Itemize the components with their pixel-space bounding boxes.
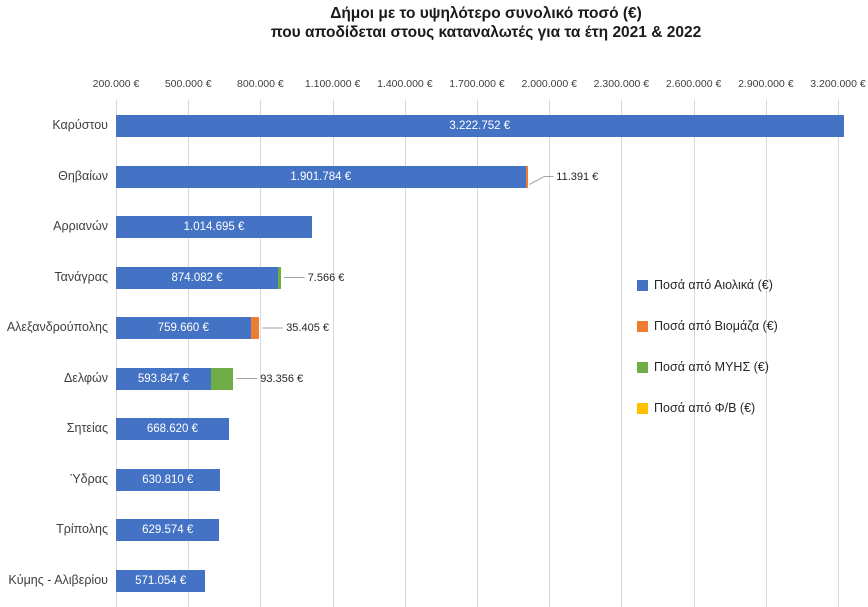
bar-segment-viomaza (525, 165, 529, 188)
legend-swatch-icon (637, 402, 648, 414)
gridline (404, 100, 406, 607)
bar-value-label: 593.847 € (137, 372, 189, 385)
bar-segment-aiolika (116, 266, 279, 289)
bar-segment-aiolika (116, 367, 211, 390)
category-label: Θηβαίων (58, 168, 108, 183)
axis-tick-label: 1.400.000 € (377, 78, 433, 90)
legend-item: Ποσά από ΜΥΗΣ (€) (637, 357, 769, 377)
axis-tick-label: 2.600.000 € (665, 78, 722, 90)
bar-value-callout-label: 7.566 € (307, 271, 345, 284)
bar-value-label: 1.014.695 € (183, 221, 245, 233)
chart-title-line1: Δήμοι με το υψηλότερο συνολικό ποσό (€) (330, 5, 642, 22)
category-label: Τρίπολης (56, 522, 108, 536)
axis-tick-label: 2.300.000 € (593, 78, 650, 90)
bar-segment-myis (210, 367, 234, 390)
bar-value-label: 571.054 € (135, 574, 187, 587)
category-label: Σητείας (66, 421, 108, 435)
bar-value-callout-label: 35.405 € (286, 322, 330, 334)
legend-label: Ποσά από Βιομάζα (€) (654, 319, 778, 333)
legend-swatch-icon (637, 320, 648, 332)
bar-value-label: 668.620 € (146, 423, 198, 435)
legend-swatch-icon (637, 361, 648, 373)
bar-segment-viomaza (250, 317, 260, 339)
category-label: Δελφών (63, 370, 108, 385)
bar-segment-aiolika (116, 115, 844, 137)
gridline (116, 100, 117, 607)
axis-tick-label: 200.000 € (92, 78, 140, 90)
category-label: Αλεξανδρούπολης (6, 320, 108, 334)
gridline (549, 100, 551, 607)
bar-value-callout-label: 93.356 € (260, 372, 304, 385)
axis-tick-label: 3.200.000 € (810, 78, 866, 90)
gridline (332, 100, 334, 607)
axis-tick-label: 2.900.000 € (738, 78, 794, 90)
axis-tick-label: 1.700.000 € (449, 78, 505, 90)
gridline (765, 100, 767, 607)
bar-segment-aiolika (116, 165, 526, 188)
bar-value-label: 874.082 € (171, 271, 223, 284)
bar-segment-aiolika (116, 317, 251, 339)
bar-value-label: 1.901.784 € (290, 170, 352, 183)
gridline (838, 100, 839, 607)
legend-label: Ποσά από Φ/Β (€) (654, 401, 756, 415)
legend-item: Ποσά από Αιολικά (€) (637, 275, 773, 295)
bar-segment-myis (278, 266, 281, 289)
legend-swatch-icon (637, 279, 648, 291)
category-label: Κύμης - Αλιβερίου (8, 572, 108, 587)
bar-value-label: 759.660 € (157, 322, 209, 334)
bar-value-callout-label: 11.391 € (556, 170, 599, 183)
legend-item: Ποσά από Φ/Β (€) (637, 398, 755, 418)
gridline (260, 100, 262, 607)
legend-item: Ποσά από Βιομάζα (€) (637, 316, 778, 336)
chart-title-line2: που αποδίδεται στους καταναλωτές για τα … (270, 24, 702, 41)
bar-segment-aiolika (116, 519, 220, 541)
bar-segment-aiolika (116, 468, 220, 491)
bar-segment-aiolika (116, 216, 313, 238)
category-label: Αρριανών (53, 219, 108, 233)
legend-label: Ποσά από ΜΥΗΣ (€) (654, 360, 769, 374)
axis-tick-label: 1.100.000 € (304, 78, 361, 90)
legend-label: Ποσά από Αιολικά (€) (654, 278, 773, 292)
bar-value-label: 629.574 € (142, 524, 194, 536)
bar-value-label: 3.222.752 € (449, 120, 511, 132)
bar-value-label: 630.810 € (142, 473, 194, 486)
chart-title: Δήμοι με το υψηλότερο συνολικό ποσό (€) … (110, 4, 862, 42)
category-label: Τανάγρας (54, 269, 108, 284)
bar-segment-aiolika (116, 418, 229, 440)
category-label: Ύδρας (69, 471, 108, 486)
gridline (188, 100, 190, 607)
gridline (621, 100, 623, 607)
axis-tick-label: 500.000 € (164, 78, 212, 90)
axis-tick-label: 2.000.000 € (521, 78, 577, 90)
category-label: Καρύστου (52, 118, 108, 132)
axis-tick-label: 800.000 € (237, 78, 284, 90)
bar-segment-aiolika (116, 569, 206, 592)
gridline (477, 100, 478, 607)
gridline (693, 100, 695, 607)
